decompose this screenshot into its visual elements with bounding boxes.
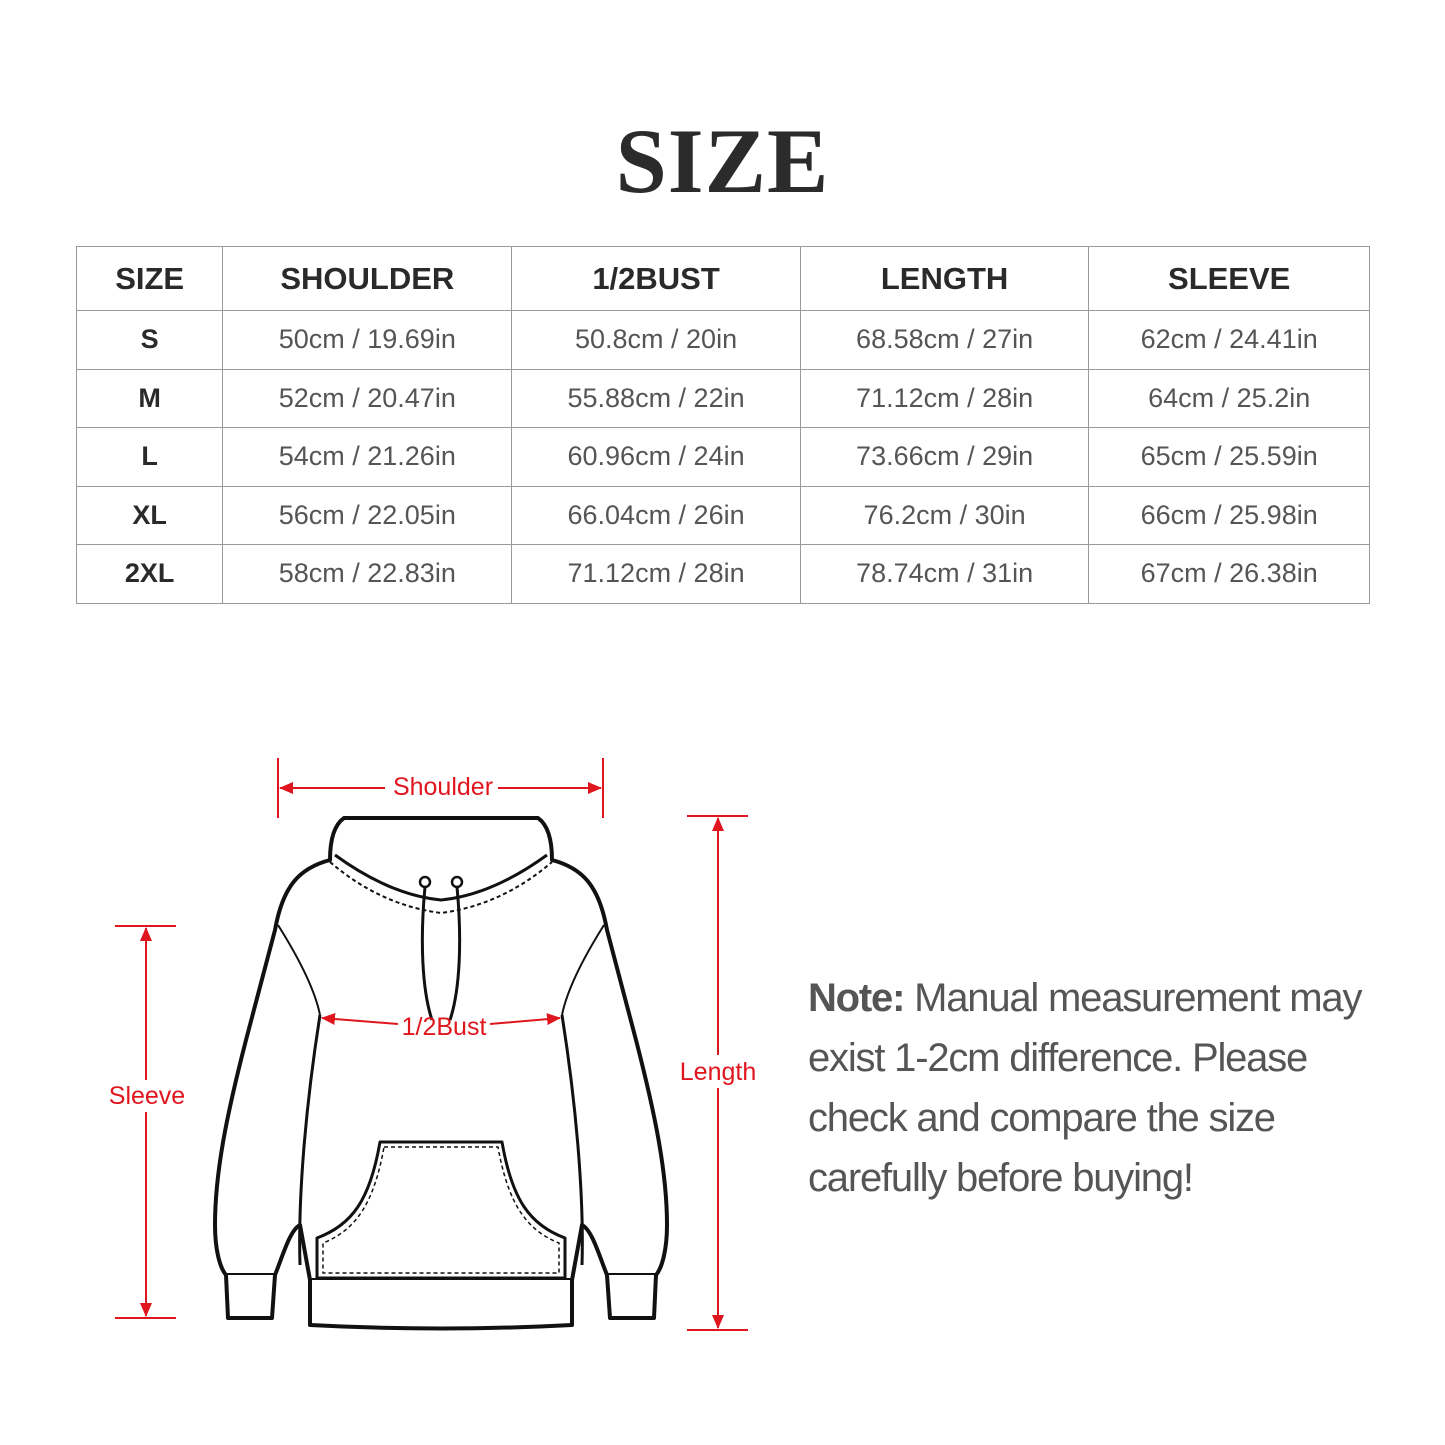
measurement-cell: 71.12cm / 28in: [799, 368, 1090, 428]
measurement-cell: 66.04cm / 26in: [511, 485, 801, 545]
note-label: Note:: [808, 976, 905, 1020]
measurement-cell: 67cm / 26.38in: [1088, 544, 1370, 604]
sleeve-label: Sleeve: [109, 1082, 185, 1110]
measurement-cell: 56cm / 22.05in: [222, 485, 513, 545]
table-row: XL 56cm / 22.05in 66.04cm / 26in 76.2cm / 3…: [75, 485, 1370, 545]
size-cell: 2XL: [75, 544, 224, 604]
measurement-cell: 58cm / 22.83in: [222, 544, 513, 604]
hoodie-illustration: [213, 816, 669, 1331]
column-header: 1/2BUST: [511, 246, 801, 311]
measurement-cell: 78.74cm / 31in: [799, 544, 1090, 604]
table-row: 2XL 58cm / 22.83in 71.12cm / 28in 78.74cm /…: [75, 544, 1370, 604]
measurement-cell: 54cm / 21.26in: [222, 427, 513, 487]
measurement-cell: 76.2cm / 30in: [799, 485, 1090, 545]
measurement-cell: 55.88cm / 22in: [511, 368, 801, 428]
measurement-cell: 50.8cm / 20in: [511, 310, 801, 370]
bust-label: 1/2Bust: [402, 1013, 487, 1041]
size-table: SIZE SHOULDER 1/2BUST LENGTH SLEEVE S 50cm / …: [75, 246, 1370, 604]
page-title: SIZE: [615, 110, 830, 212]
size-cell: M: [75, 368, 224, 428]
measurement-lines: [115, 758, 748, 1331]
size-cell: L: [75, 427, 224, 487]
size-cell: XL: [75, 485, 224, 545]
column-header: SIZE: [75, 246, 224, 311]
length-label: Length: [680, 1058, 756, 1086]
table-row: S 50cm / 19.69in 50.8cm / 20in 68.58cm / 27…: [75, 310, 1370, 370]
measurement-cell: 60.96cm / 24in: [511, 427, 801, 487]
measurement-cell: 62cm / 24.41in: [1088, 310, 1370, 370]
column-header: SHOULDER: [222, 246, 513, 311]
measurement-cell: 65cm / 25.59in: [1088, 427, 1370, 487]
table-row: M 52cm / 20.47in 55.88cm / 22in 71.12cm / 2…: [75, 368, 1370, 428]
column-header: SLEEVE: [1088, 246, 1370, 311]
note-body: Manual measurement may exist 1-2cm diffe…: [808, 976, 1362, 1200]
size-cell: S: [75, 310, 224, 370]
column-header: LENGTH: [799, 246, 1090, 311]
measurement-cell: 66cm / 25.98in: [1088, 485, 1370, 545]
measurement-cell: 50cm / 19.69in: [222, 310, 513, 370]
measurement-cell: 64cm / 25.2in: [1088, 368, 1370, 428]
measurement-cell: 52cm / 20.47in: [222, 368, 513, 428]
shoulder-label: Shoulder: [393, 773, 493, 801]
table-header-row: SIZE SHOULDER 1/2BUST LENGTH SLEEVE: [75, 246, 1370, 311]
note-text: Note: Manual measurement may exist 1-2cm…: [808, 968, 1408, 1208]
table-row: L 54cm / 21.26in 60.96cm / 24in 73.66cm / 2…: [75, 427, 1370, 487]
